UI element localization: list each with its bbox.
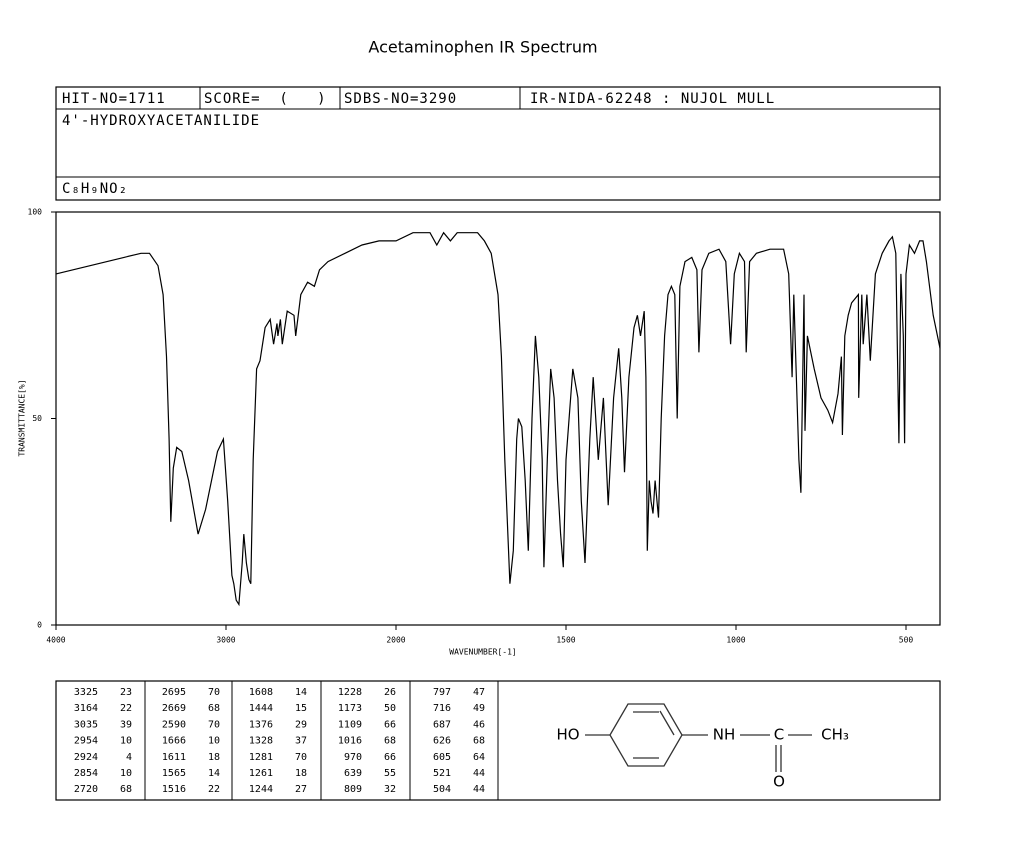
plot-frame: [55, 211, 941, 626]
peak-transmittance: 66: [384, 719, 396, 730]
peak-wavenumber: 2695: [162, 687, 186, 698]
peak-transmittance: 68: [208, 703, 220, 714]
x-tick-label: 3000: [216, 636, 235, 645]
peak-wavenumber: 716: [433, 703, 451, 714]
peak-transmittance: 64: [473, 752, 485, 763]
peak-transmittance: 70: [208, 687, 220, 698]
peak-transmittance: 23: [120, 687, 132, 698]
structure-label: NH: [713, 726, 736, 744]
peak-wavenumber: 809: [344, 784, 362, 795]
peak-transmittance: 44: [473, 784, 485, 795]
peak-wavenumber: 1444: [249, 703, 273, 714]
sdbs-no: SDBS-NO=3290: [344, 91, 457, 107]
peak-wavenumber: 1666: [162, 736, 186, 747]
peak-wavenumber: 1016: [338, 736, 362, 747]
peak-transmittance: 18: [295, 768, 307, 779]
peak-wavenumber: 970: [344, 752, 362, 763]
structure-label: O: [773, 773, 785, 791]
score: SCORE= ( ): [204, 91, 327, 107]
peak-wavenumber: 2954: [74, 736, 98, 747]
hit-no: HIT-NO=1711: [62, 91, 166, 107]
peak-transmittance: 55: [384, 768, 396, 779]
peak-transmittance: 70: [295, 752, 307, 763]
peak-wavenumber: 1611: [162, 752, 186, 763]
peak-wavenumber: 2590: [162, 719, 186, 730]
peak-transmittance: 22: [120, 703, 132, 714]
peak-transmittance: 47: [473, 687, 485, 698]
peak-wavenumber: 1565: [162, 768, 186, 779]
peak-transmittance: 68: [473, 736, 485, 747]
peak-wavenumber: 521: [433, 768, 451, 779]
x-tick-label: 1500: [556, 636, 575, 645]
peak-wavenumber: 797: [433, 687, 451, 698]
peak-transmittance: 68: [120, 784, 132, 795]
peak-wavenumber: 2669: [162, 703, 186, 714]
peak-wavenumber: 1516: [162, 784, 186, 795]
x-axis-label: WAVENUMBER[-1]: [449, 648, 516, 657]
page-title: Acetaminophen IR Spectrum: [368, 38, 597, 57]
peak-transmittance: 4: [126, 752, 132, 763]
peak-wavenumber: 2924: [74, 752, 98, 763]
peak-transmittance: 18: [208, 752, 220, 763]
peak-wavenumber: 1376: [249, 719, 273, 730]
peak-wavenumber: 1173: [338, 703, 362, 714]
peak-transmittance: 44: [473, 768, 485, 779]
peak-wavenumber: 626: [433, 736, 451, 747]
peak-wavenumber: 3325: [74, 687, 98, 698]
structure-drawing: [585, 703, 812, 772]
formula: C₈H₉NO₂: [62, 181, 128, 197]
peak-wavenumber: 1608: [249, 687, 273, 698]
y-tick-label: 0: [37, 621, 42, 630]
peak-transmittance: 29: [295, 719, 307, 730]
y-axis-label: TRANSMITTANCE[%]: [18, 379, 27, 456]
peak-wavenumber: 1109: [338, 719, 362, 730]
peak-transmittance: 22: [208, 784, 220, 795]
peak-transmittance: 39: [120, 719, 132, 730]
peak-transmittance: 37: [295, 736, 307, 747]
peak-transmittance: 14: [295, 687, 307, 698]
peak-wavenumber: 2854: [74, 768, 98, 779]
peak-transmittance: 50: [384, 703, 396, 714]
peak-wavenumber: 1244: [249, 784, 273, 795]
x-tick-label: 1000: [726, 636, 745, 645]
peak-transmittance: 26: [384, 687, 396, 698]
structure-label: HO: [556, 726, 579, 744]
method: IR-NIDA-62248 : NUJOL MULL: [530, 91, 775, 107]
peak-transmittance: 15: [295, 703, 307, 714]
peak-transmittance: 49: [473, 703, 485, 714]
compound-name: 4'-HYDROXYACETANILIDE: [62, 113, 260, 129]
peak-transmittance: 10: [120, 768, 132, 779]
structure-label: C: [774, 726, 784, 744]
structure-label: CH₃: [821, 726, 849, 744]
y-tick-label: 50: [32, 414, 42, 423]
peak-transmittance: 32: [384, 784, 396, 795]
peak-wavenumber: 1281: [249, 752, 273, 763]
x-tick-label: 4000: [46, 636, 65, 645]
y-tick-label: 100: [28, 208, 43, 217]
peak-wavenumber: 3164: [74, 703, 98, 714]
peak-transmittance: 14: [208, 768, 220, 779]
peak-wavenumber: 1328: [249, 736, 273, 747]
peak-transmittance: 66: [384, 752, 396, 763]
peak-transmittance: 68: [384, 736, 396, 747]
peak-transmittance: 10: [208, 736, 220, 747]
header-box: [55, 86, 941, 201]
peak-wavenumber: 605: [433, 752, 451, 763]
peak-transmittance: 10: [120, 736, 132, 747]
x-tick-label: 2000: [386, 636, 405, 645]
x-tick-label: 500: [899, 636, 914, 645]
peak-transmittance: 46: [473, 719, 485, 730]
peak-wavenumber: 639: [344, 768, 362, 779]
peak-wavenumber: 504: [433, 784, 451, 795]
peak-wavenumber: 3035: [74, 719, 98, 730]
peak-transmittance: 27: [295, 784, 307, 795]
peak-wavenumber: 1261: [249, 768, 273, 779]
spectrum-line: [55, 231, 941, 607]
peak-wavenumber: 687: [433, 719, 451, 730]
peak-wavenumber: 2720: [74, 784, 98, 795]
peak-wavenumber: 1228: [338, 687, 362, 698]
peak-transmittance: 70: [208, 719, 220, 730]
